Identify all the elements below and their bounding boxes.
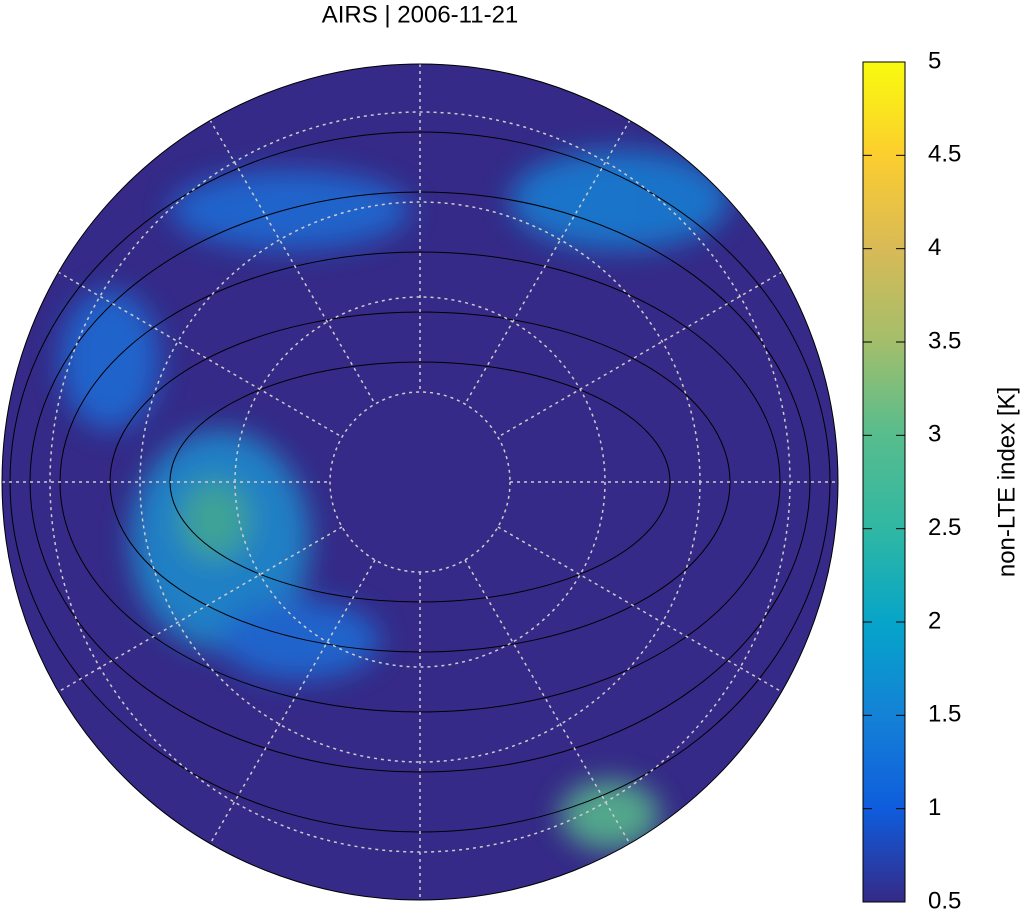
tick-label: 2.5 xyxy=(928,514,961,541)
title: AIRS | 2006-11-21 xyxy=(322,1,519,28)
tick-label: 1 xyxy=(928,794,941,821)
tick-label: 0.5 xyxy=(928,887,961,913)
tick-label: 4 xyxy=(928,234,941,261)
colorbar xyxy=(862,61,906,903)
tick-label: 2 xyxy=(928,607,941,634)
colorbar-label: non-LTE index [K] xyxy=(993,387,1020,577)
tick-label: 4.5 xyxy=(928,141,961,168)
tick-label: 3 xyxy=(928,421,941,448)
tick-label: 3.5 xyxy=(928,327,961,354)
tick-label: 1.5 xyxy=(928,701,961,728)
map xyxy=(2,64,838,900)
map-border xyxy=(1,63,839,901)
tick-label: 5 xyxy=(928,47,941,74)
